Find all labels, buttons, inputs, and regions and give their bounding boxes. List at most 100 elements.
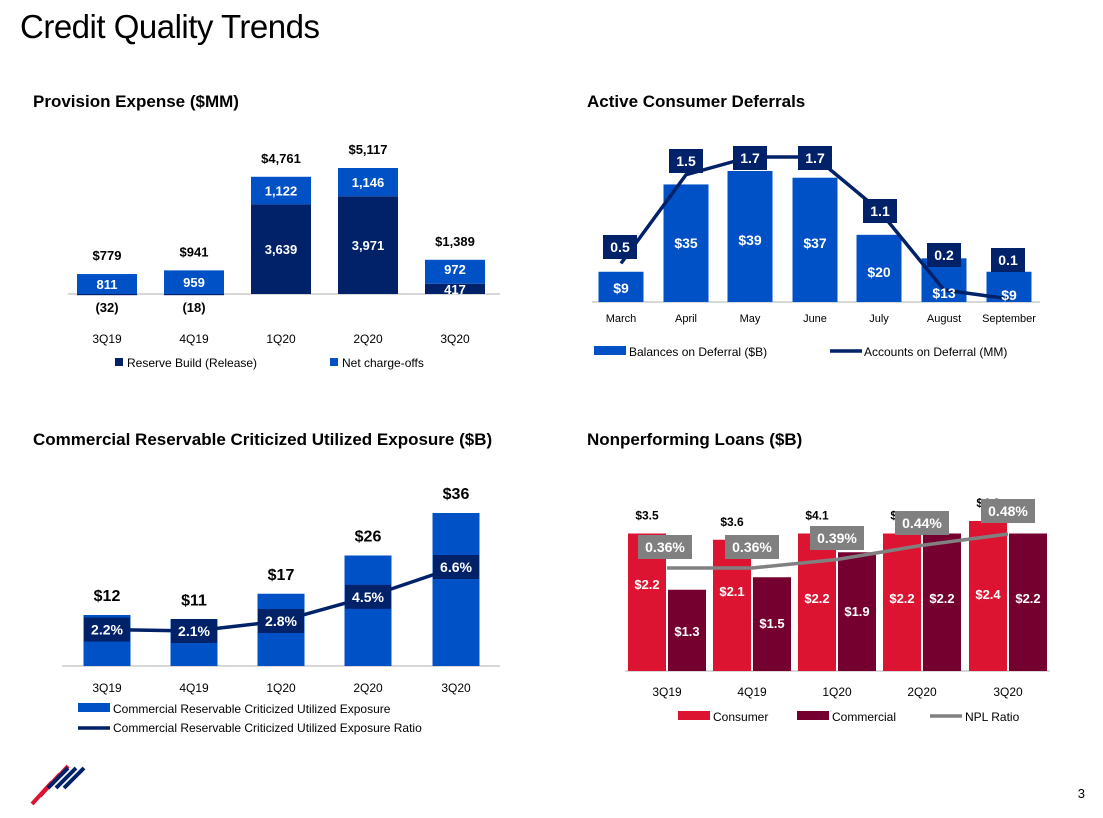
deferrals-bar <box>598 271 644 302</box>
npl-consumer-label: $2.1 <box>719 584 744 599</box>
logo-blue-stripe <box>46 766 70 790</box>
npl-bar-consumer <box>713 539 751 671</box>
deferrals-bar-label: $35 <box>674 235 698 251</box>
npl-bar-commercial <box>668 589 706 671</box>
deferrals-line-label-box <box>863 199 897 223</box>
npl-ratio-label-box <box>725 535 779 559</box>
npl-consumer-label: $2.2 <box>889 591 914 606</box>
criticized-bar <box>344 555 392 666</box>
deferrals-line-label: 0.5 <box>610 239 630 255</box>
provision-tick-label: 3Q19 <box>92 332 122 346</box>
deferrals-chart: March April May June July August September $9 $3… <box>592 146 1040 359</box>
npl-ratio-label: 0.36% <box>645 539 685 555</box>
deferrals-bar <box>663 184 709 302</box>
npl-bar-consumer <box>883 533 921 671</box>
criticized-line-label: 6.6% <box>440 559 472 575</box>
provision-reserve-label: 3,971 <box>352 238 385 253</box>
provision-nco-label: 972 <box>444 262 466 277</box>
provision-bar-reserve <box>164 294 224 296</box>
npl-ratio-label: 0.48% <box>988 503 1028 519</box>
deferrals-bar <box>856 234 902 302</box>
provision-reserve-label: 3,639 <box>265 242 298 257</box>
provision-tick-label: 3Q20 <box>440 332 470 346</box>
provision-chart-title: Provision Expense ($MM) <box>33 92 239 111</box>
npl-commercial-label: $1.5 <box>759 616 784 631</box>
npl-total-label: $4.1 <box>805 509 829 523</box>
criticized-line-label-box <box>171 619 217 643</box>
provision-total-label: $5,117 <box>348 142 387 157</box>
npl-consumer-label: $2.2 <box>804 591 829 606</box>
provision-legend-nco: Net charge-offs <box>342 356 424 370</box>
deferrals-bar-label: $13 <box>932 285 956 301</box>
criticized-line-label: 4.5% <box>352 589 384 605</box>
criticized-line-label-box <box>433 555 479 579</box>
deferrals-line-label: 0.2 <box>934 247 954 263</box>
provision-reserve-label: 417 <box>444 282 466 297</box>
npl-legend-consumer: Consumer <box>713 710 768 724</box>
npl-ratio-label: 0.36% <box>732 539 772 555</box>
criticized-tick-label: 2Q20 <box>353 681 383 695</box>
npl-legend-commercial: Commercial <box>832 710 896 724</box>
deferrals-line-label-box <box>927 243 961 267</box>
npl-consumer-label: $2.2 <box>634 577 659 592</box>
npl-bar-commercial <box>923 533 961 671</box>
deferrals-line-label: 1.1 <box>870 203 890 219</box>
criticized-line-label-box <box>258 609 304 634</box>
deferrals-tick-label: July <box>869 313 889 325</box>
npl-bar-commercial <box>1009 533 1047 671</box>
deferrals-line-label-box <box>798 146 832 170</box>
page-title: Credit Quality Trends <box>20 8 320 45</box>
deferrals-line-label-box <box>991 248 1025 272</box>
npl-commercial-label: $2.2 <box>1015 591 1040 606</box>
provision-bar-reserve <box>338 196 398 294</box>
npl-bar-consumer <box>969 521 1007 671</box>
provision-reserve-label: (32) <box>95 300 118 315</box>
provision-tick-label: 2Q20 <box>353 332 383 346</box>
provision-total-label: $1,389 <box>435 234 475 249</box>
npl-line <box>667 532 1009 570</box>
npl-tick-label: 4Q19 <box>737 685 767 699</box>
provision-tick-label: 4Q19 <box>179 332 209 346</box>
deferrals-line-label-box <box>669 149 703 173</box>
npl-legend-line: NPL Ratio <box>965 710 1020 724</box>
criticized-bar-label: $12 <box>94 588 121 605</box>
npl-chart-title: Nonperforming Loans ($B) <box>587 430 803 449</box>
provision-nco-label: 1,122 <box>265 184 298 199</box>
provision-bar-nco <box>251 176 311 205</box>
deferrals-bar <box>792 177 838 302</box>
criticized-bar <box>432 513 480 666</box>
provision-bar-nco <box>164 270 224 294</box>
criticized-tick-label: 1Q20 <box>266 681 296 695</box>
bank-flag-logo <box>18 762 98 813</box>
deferrals-chart-title: Active Consumer Deferrals <box>587 92 806 111</box>
npl-tick-label: 2Q20 <box>907 685 937 699</box>
npl-ratio-label-box <box>638 535 692 559</box>
deferrals-bar-label: $9 <box>1001 287 1017 303</box>
deferrals-bar-label: $39 <box>738 232 762 248</box>
npl-bar-consumer <box>798 533 836 671</box>
deferrals-tick-label: March <box>606 313 637 325</box>
criticized-bar-label: $36 <box>443 486 470 503</box>
npl-total-label: $3.6 <box>720 515 744 529</box>
deferrals-line-label: 1.7 <box>805 150 825 166</box>
deferrals-legend-line: Accounts on Deferral (MM) <box>864 345 1007 359</box>
deferrals-tick-label: May <box>740 313 761 325</box>
criticized-bar-label: $17 <box>268 567 295 584</box>
provision-total-label: $4,761 <box>261 151 301 166</box>
deferrals-tick-label: April <box>675 313 697 325</box>
criticized-tick-label: 3Q20 <box>441 681 471 695</box>
criticized-line-label: 2.8% <box>265 613 297 629</box>
npl-commercial-label: $2.2 <box>929 591 954 606</box>
provision-reserve-label: (18) <box>182 300 205 315</box>
criticized-tick-label: 3Q19 <box>92 681 122 695</box>
npl-ratio-label-box <box>895 511 949 535</box>
deferrals-tick-label: August <box>927 313 961 325</box>
provision-bar-reserve <box>77 294 137 296</box>
deferrals-bar-label: $20 <box>867 264 891 280</box>
logo-blue-stripe <box>54 766 78 790</box>
npl-bar-commercial <box>753 577 791 671</box>
deferrals-bar-label: $9 <box>613 280 629 296</box>
provision-bar-nco <box>338 168 398 197</box>
provision-nco-label: 959 <box>183 275 205 290</box>
